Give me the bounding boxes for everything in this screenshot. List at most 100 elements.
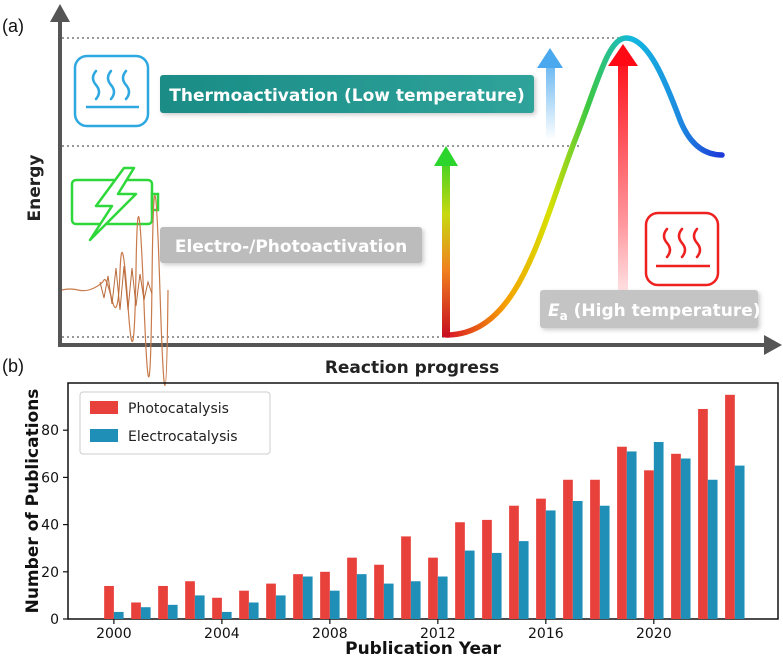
- bar-photocatalysis-2008: [320, 571, 330, 619]
- energy-profile-curve: [443, 35, 725, 338]
- bar-electrocatalysis-2018: [599, 505, 610, 619]
- y-axis-title: Number of Publications: [23, 389, 43, 614]
- bar-electrocatalysis-2014: [491, 552, 502, 619]
- bars: [104, 394, 745, 619]
- ea-banner: Ea (High temperature): [540, 290, 761, 328]
- energy-axis-arrowhead: [50, 4, 70, 22]
- legend-swatch-photocatalysis: [90, 401, 118, 414]
- bar-electrocatalysis-2022: [707, 479, 718, 619]
- progress-axis-title: Reaction progress: [325, 358, 499, 378]
- bar-photocatalysis-2012: [428, 557, 438, 619]
- y-tick-label: 0: [50, 612, 59, 628]
- light-wave-icon: [61, 194, 169, 387]
- x-tick-label: 2000: [96, 626, 132, 642]
- heat-waves-icon: [644, 211, 720, 287]
- bar-electrocatalysis-2005: [248, 602, 259, 619]
- legend-label-photocatalysis: Photocatalysis: [128, 401, 229, 417]
- bar-photocatalysis-2021: [671, 453, 681, 619]
- bar-electrocatalysis-2006: [275, 595, 286, 619]
- bar-electrocatalysis-2015: [518, 541, 529, 619]
- plot-frame: [67, 382, 779, 620]
- progress-axis-arrowhead: [764, 335, 782, 355]
- bar-electrocatalysis-2019: [626, 451, 637, 619]
- electro-activation-arrow-shaft: [442, 162, 450, 337]
- bar-photocatalysis-2022: [698, 408, 708, 619]
- ea-arrowhead: [608, 44, 638, 66]
- x-tick-label: 2008: [312, 626, 348, 642]
- bar-electrocatalysis-2021: [680, 458, 691, 619]
- legend: Photocatalysis Electrocatalysis: [79, 391, 271, 455]
- bar-photocatalysis-2015: [509, 505, 519, 619]
- x-tick-label: 2016: [528, 626, 564, 642]
- panel-b-label: (b): [2, 356, 24, 376]
- legend-label-electrocatalysis: Electrocatalysis: [128, 429, 238, 445]
- bar-electrocatalysis-2009: [356, 574, 367, 619]
- x-tick-label: 2004: [204, 626, 240, 642]
- bar-photocatalysis-2011: [401, 536, 411, 619]
- electro-banner: Electro-/Photoactivation: [160, 227, 422, 263]
- bar-photocatalysis-2023: [725, 394, 735, 619]
- battery-lightning-icon: [70, 166, 160, 242]
- bar-electrocatalysis-2023: [734, 465, 745, 619]
- electro-activation-arrowhead: [434, 146, 458, 166]
- bar-electrocatalysis-2001: [140, 607, 151, 619]
- bar-electrocatalysis-2013: [464, 550, 475, 619]
- bar-electrocatalysis-2017: [572, 501, 583, 619]
- bar-electrocatalysis-2008: [329, 590, 340, 619]
- thermo-arrow-shaft: [546, 66, 555, 138]
- bar-photocatalysis-2009: [347, 557, 357, 619]
- y-tick-label: 80: [41, 423, 59, 439]
- thermo-banner-text: Thermoactivation (Low temperature): [169, 86, 524, 106]
- ea-symbol: E: [548, 301, 560, 321]
- legend-swatch-electrocatalysis: [90, 429, 118, 442]
- x-tick-label: 2012: [420, 626, 456, 642]
- bar-photocatalysis-2010: [374, 564, 384, 619]
- bar-photocatalysis-2016: [536, 498, 546, 619]
- y-tick-label: 60: [41, 470, 59, 486]
- y-ticks: 0 20 40 60 80: [41, 423, 68, 628]
- ea-label-rest: (High temperature): [568, 301, 761, 321]
- bar-photocatalysis-2006: [266, 583, 276, 619]
- x-axis-title: Publication Year: [345, 639, 501, 658]
- bar-photocatalysis-2004: [212, 597, 222, 619]
- bar-photocatalysis-2002: [158, 585, 168, 619]
- bar-photocatalysis-2013: [455, 522, 465, 619]
- bar-photocatalysis-2003: [185, 581, 195, 619]
- bar-photocatalysis-2005: [239, 590, 249, 619]
- x-ticks: 2000 2004 2008 2012 2016 2020: [96, 619, 672, 642]
- panel-a: (a) Energy Reaction progress Thermoactiv…: [2, 4, 782, 387]
- bar-electrocatalysis-2004: [221, 611, 232, 619]
- bar-photocatalysis-2007: [293, 574, 303, 619]
- svg-text:Ea (High temperature): Ea (High temperature): [548, 301, 761, 323]
- bar-photocatalysis-2000: [104, 585, 114, 619]
- bar-photocatalysis-2017: [563, 479, 573, 619]
- thermo-banner: Thermoactivation (Low temperature): [160, 75, 534, 113]
- x-tick-label: 2020: [636, 626, 672, 642]
- bar-photocatalysis-2014: [482, 519, 492, 619]
- heat-waves-icon: [73, 54, 150, 128]
- bar-electrocatalysis-2016: [545, 510, 556, 619]
- bar-electrocatalysis-2003: [194, 595, 205, 619]
- y-tick-label: 20: [41, 565, 59, 581]
- bar-electrocatalysis-2011: [410, 581, 421, 619]
- bar-photocatalysis-2020: [644, 470, 654, 619]
- energy-axis-title: Energy: [25, 155, 45, 222]
- bar-electrocatalysis-2010: [383, 583, 394, 619]
- thermo-arrowhead: [537, 48, 563, 68]
- bar-photocatalysis-2018: [590, 479, 600, 619]
- bar-photocatalysis-2019: [617, 446, 627, 619]
- bar-electrocatalysis-2002: [167, 604, 178, 619]
- legend-box: [79, 391, 271, 455]
- y-tick-label: 40: [41, 518, 59, 534]
- bar-electrocatalysis-2000: [113, 611, 124, 619]
- ea-subscript: a: [560, 309, 568, 323]
- electro-banner-text: Electro-/Photoactivation: [175, 237, 407, 257]
- bar-electrocatalysis-2012: [437, 576, 448, 619]
- bar-photocatalysis-2001: [131, 602, 141, 619]
- panel-b: (b) 2000 2004 2008 2012 2016 2020 0 20 40 60 80 P…: [2, 356, 779, 658]
- ea-arrow-shaft: [618, 62, 628, 330]
- bar-electrocatalysis-2020: [653, 442, 664, 619]
- panel-a-label: (a): [2, 16, 24, 36]
- bar-electrocatalysis-2007: [302, 576, 313, 619]
